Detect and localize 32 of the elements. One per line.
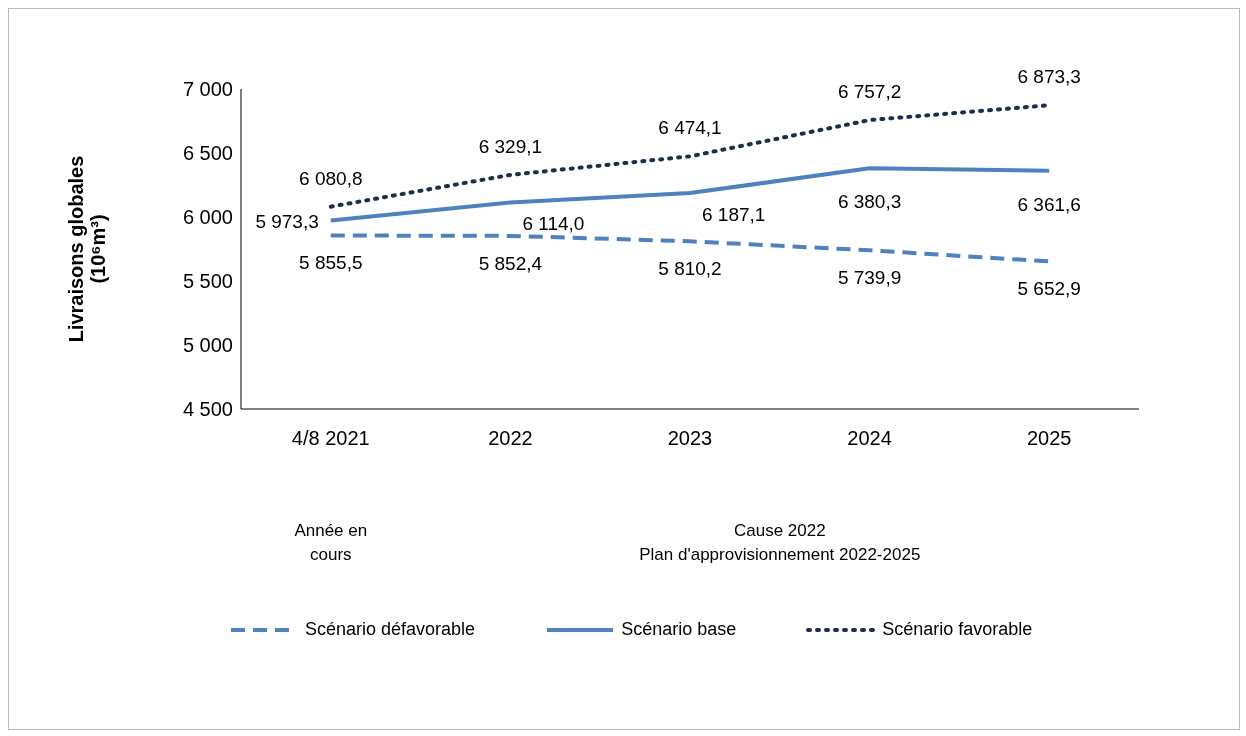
text: Année en cours: [293, 520, 369, 566]
x-tick-label: 4/8 2021: [291, 427, 370, 450]
y-tick-label: 7 000: [182, 78, 233, 101]
y-tick-label: 5 000: [182, 334, 233, 357]
data-label: 6 361,6: [1017, 193, 1081, 215]
x-tick-label: 2024: [847, 427, 892, 450]
data-label: 6 757,2: [837, 81, 902, 103]
data-label: 6 873,3: [1017, 66, 1081, 88]
data-label: 5 973,3: [255, 211, 319, 233]
data-label: 5 855,5: [299, 252, 363, 274]
y-tick-label: 4 500: [182, 398, 233, 421]
data-label: 6 080,8: [299, 167, 363, 189]
data-label: 6 380,3: [837, 191, 902, 213]
y-tick-label: 5 500: [182, 270, 233, 293]
data-label: 6 329,1: [478, 135, 543, 157]
y-tick-label: 6 000: [182, 206, 233, 229]
data-label: 5 652,9: [1017, 278, 1081, 300]
data-label: 5 852,4: [478, 252, 543, 274]
y-tick-label: 6 500: [182, 142, 233, 165]
data-label: 5 810,2: [658, 258, 722, 280]
legend-label: Scénario base: [621, 619, 737, 640]
data-label: 5 739,9: [837, 267, 902, 289]
x-tick-label: 2022: [488, 427, 533, 450]
data-label: 6 187,1: [702, 204, 766, 226]
data-label: 6 114,0: [522, 213, 585, 235]
x-tick-label: 2023: [667, 427, 713, 450]
x-tick-label: 2025: [1026, 427, 1072, 450]
data-label: 6 474,1: [658, 117, 722, 139]
y-axis-title: Livraisons globales (10⁶m³): [65, 155, 109, 343]
legend-label: Scénario défavorable: [305, 619, 476, 640]
text: Cause 2022 Plan d'approvisionnement 2022-2025: [638, 520, 922, 566]
legend-label: Scénario favorable: [882, 619, 1033, 640]
